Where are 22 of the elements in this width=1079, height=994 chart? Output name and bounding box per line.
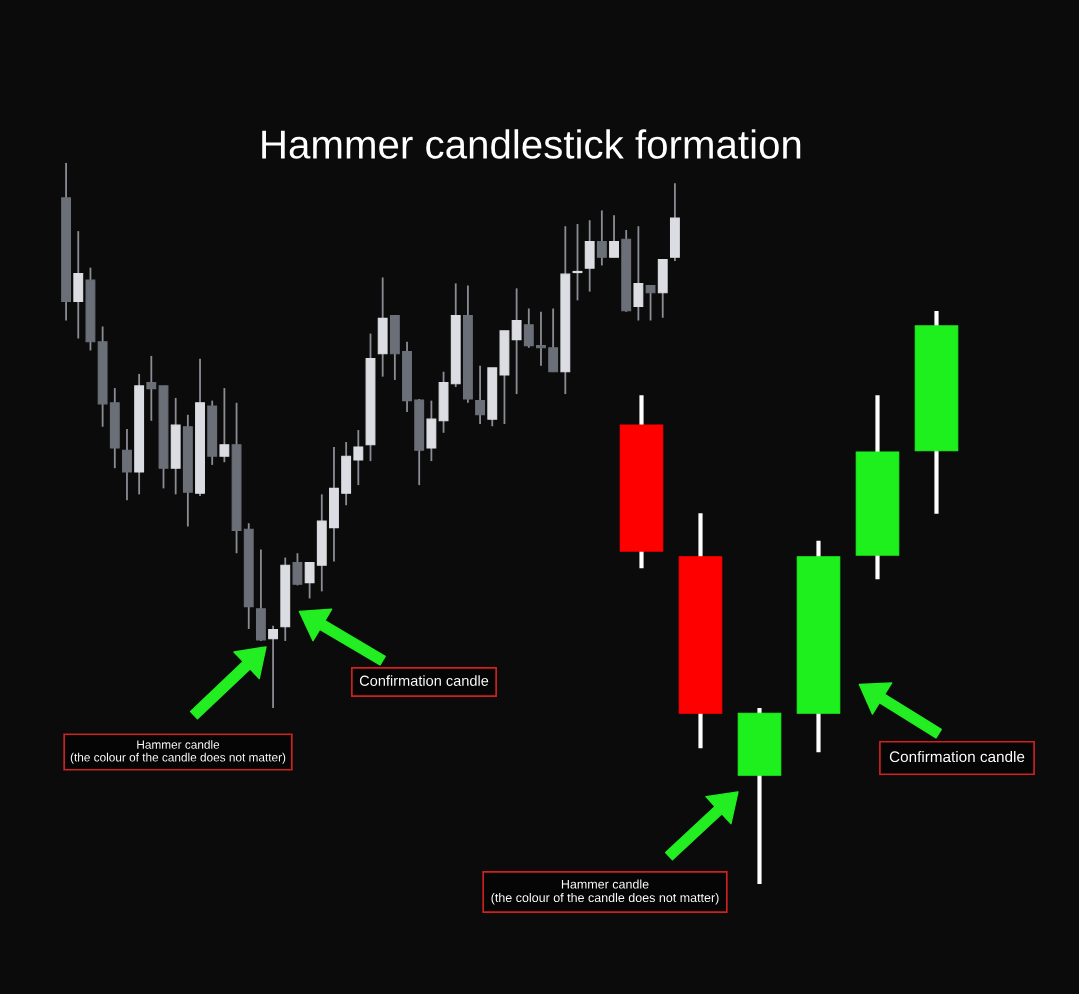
candlestick [536, 310, 546, 367]
candlestick [292, 552, 303, 587]
candlestick [596, 209, 607, 267]
candlestick [609, 214, 619, 259]
text: Hammer candle (the colour of the candle does not matter) [70, 740, 286, 764]
annotation: Confirmation candle [889, 750, 1025, 763]
candlestick [122, 428, 132, 502]
candlestick [353, 429, 364, 487]
candlestick [268, 624, 279, 708]
candlestick [146, 355, 157, 422]
candlestick [548, 307, 559, 373]
annotation: Confirmation candle [359, 675, 489, 686]
candlestick [633, 225, 644, 322]
candlestick [475, 364, 486, 425]
candlestick [304, 561, 315, 600]
annotation: Hammer candle (the colour of the candle does not matter) [491, 879, 719, 905]
candlestick [572, 223, 583, 302]
candlestick [645, 284, 656, 322]
candlestick [511, 287, 522, 395]
candlestick [219, 387, 230, 464]
candlestick [523, 307, 534, 349]
chart-title: Hammer candlestick formation [262, 129, 801, 159]
